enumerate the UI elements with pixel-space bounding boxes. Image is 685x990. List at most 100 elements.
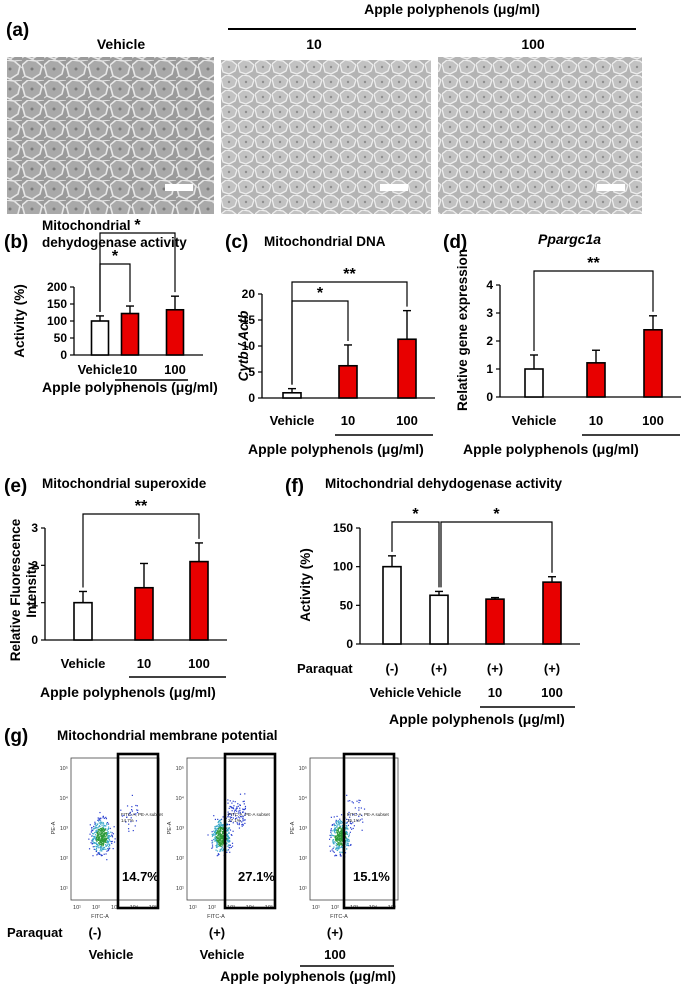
flow-dot xyxy=(125,821,127,823)
flow-x-label: FITC-A xyxy=(330,914,348,920)
flow-dot xyxy=(93,842,95,845)
category-label: Vehicle xyxy=(78,362,123,377)
flow-dot xyxy=(99,840,102,842)
y-tick-label: 1 xyxy=(31,596,38,610)
category-label: 100 xyxy=(188,656,210,671)
y-axis-label: Relative FluorescenceIntensity xyxy=(8,518,39,661)
flow-dot xyxy=(242,818,244,820)
flow-dot xyxy=(228,837,231,839)
bar-0 xyxy=(382,565,402,645)
gate-box xyxy=(342,752,396,910)
gate-percent: 14.7% xyxy=(122,869,159,884)
flow-dot xyxy=(228,823,231,826)
flow-dot xyxy=(336,832,338,835)
flow-dot xyxy=(211,842,213,844)
flow-dot xyxy=(101,838,103,840)
flow-dot xyxy=(221,841,223,843)
flow-dot xyxy=(340,830,342,833)
flow-dot xyxy=(335,854,338,857)
flow-dot xyxy=(95,845,97,847)
flow-dot xyxy=(222,838,224,840)
flow-dot xyxy=(337,838,339,840)
flow-dot xyxy=(348,836,350,838)
flow-dot xyxy=(108,832,110,834)
flow-dot xyxy=(98,838,100,840)
flow-dot xyxy=(339,825,342,828)
flow-dot xyxy=(337,824,339,826)
flow-dot xyxy=(107,843,109,845)
flow-dot xyxy=(216,843,218,845)
flow-dot xyxy=(108,848,110,851)
flow-dot xyxy=(211,847,213,849)
gate-label: FITC-A, PE-A subset xyxy=(121,812,164,817)
flow-dot xyxy=(333,835,335,837)
y-tick-label: 20 xyxy=(242,287,256,301)
flow-dot xyxy=(135,820,138,822)
chart-f: 0 50 100 150 Activity (%) Vehicle (-) Vehicle (+… xyxy=(298,506,580,708)
flow-dot xyxy=(217,821,219,824)
flow-dot xyxy=(363,808,366,810)
flow-y-tick: 10⁵ xyxy=(60,765,68,772)
flow-dot xyxy=(226,851,228,853)
flow-dot xyxy=(238,823,240,826)
flow-dot xyxy=(220,827,222,830)
flow-dot xyxy=(94,821,96,823)
flow-dot xyxy=(213,833,215,835)
flow-dot xyxy=(99,820,102,822)
flow-dot xyxy=(108,826,110,828)
flow-dot xyxy=(236,806,238,808)
flow-dot xyxy=(102,834,105,836)
flow-dot xyxy=(238,827,241,829)
flow-dot xyxy=(228,807,230,809)
flow-dot xyxy=(106,842,108,844)
flow-dot xyxy=(134,825,136,827)
flow-dot xyxy=(137,809,139,811)
flow-dot xyxy=(337,835,339,838)
flow-dot xyxy=(99,839,101,841)
flow-dot xyxy=(106,838,108,840)
flow-dot xyxy=(104,840,106,842)
flow-dot xyxy=(102,847,105,849)
b-title-2: dehydogenase activity xyxy=(42,235,187,250)
flow-dot xyxy=(339,826,341,828)
flow-dot xyxy=(100,854,102,856)
b-apple-label: Apple polyphenols (μg/ml) xyxy=(42,379,218,395)
flow-dot xyxy=(219,826,222,828)
g-paraquat-value: (+) xyxy=(209,925,225,940)
flow-dot xyxy=(107,828,109,830)
flow-dot xyxy=(333,823,335,825)
y-tick-label: 3 xyxy=(31,521,38,535)
flow-dot xyxy=(340,828,342,830)
flow-dot xyxy=(106,837,108,839)
flow-dot xyxy=(106,829,108,831)
flow-dot xyxy=(335,837,338,840)
flow-dot xyxy=(92,835,94,837)
flow-dot xyxy=(221,832,224,834)
flow-dot xyxy=(221,840,224,842)
flow-dot xyxy=(328,838,331,840)
y-axis-label: Cytb / Actb xyxy=(236,311,251,382)
flow-dot xyxy=(227,836,230,838)
flow-dot xyxy=(217,835,219,837)
flow-dot xyxy=(220,840,222,842)
flow-dot xyxy=(112,848,114,850)
gate-box xyxy=(223,752,277,910)
flow-dot xyxy=(238,822,241,824)
y-tick-label: 100 xyxy=(333,560,353,574)
significance-bracket xyxy=(99,263,131,312)
gate-small-percent: 27.1% xyxy=(228,818,241,823)
significance-label: ** xyxy=(587,255,600,272)
flow-dot xyxy=(358,801,360,804)
flow-dot xyxy=(215,828,217,830)
flow-dot xyxy=(97,834,99,836)
flow-dot xyxy=(347,840,349,843)
flow-dot xyxy=(228,831,230,833)
category-label: Vehicle xyxy=(512,413,557,428)
gate-small-percent: 15.1% xyxy=(347,818,360,823)
flow-dot xyxy=(235,808,238,810)
flow-dot xyxy=(111,842,113,845)
gate-label: FITC-A, PE-A subset xyxy=(228,812,271,817)
flow-dot xyxy=(103,830,105,832)
